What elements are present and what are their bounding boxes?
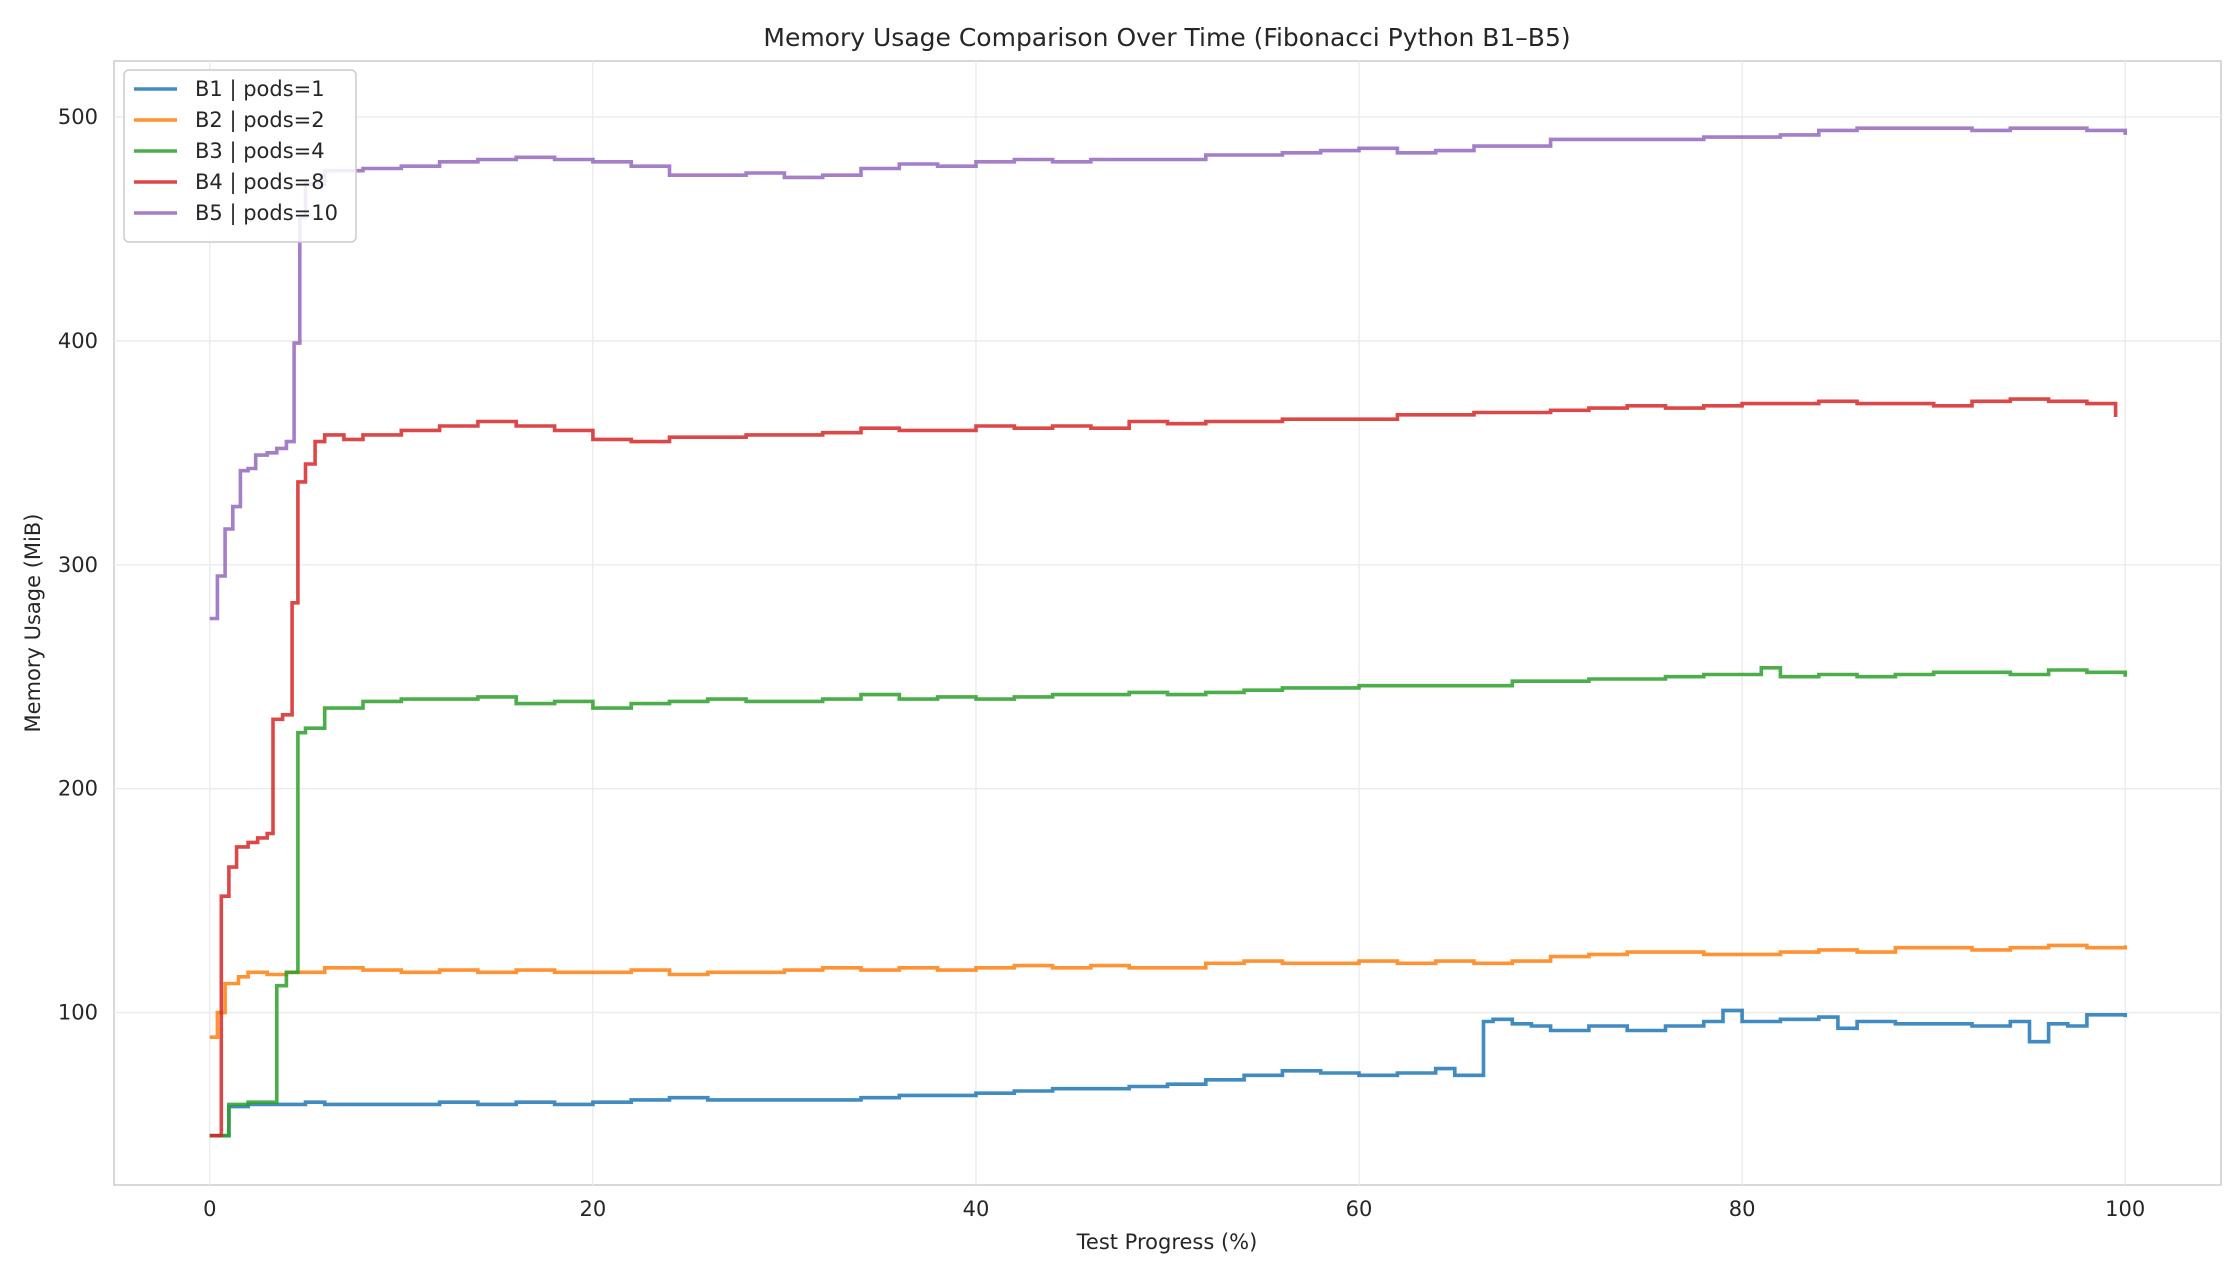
series-layer (209, 126, 2127, 1138)
y-axis-ticks: 100 200 300 400 500 (58, 105, 98, 1025)
x-axis-label: Test Progress (%) (1076, 1230, 1258, 1254)
series-line-b3 (209, 666, 2127, 1138)
x-tick-label: 100 (2105, 1197, 2145, 1221)
legend-box (123, 69, 357, 243)
legend-label-b1: B1 | pods=1 (195, 77, 325, 102)
legend-label-b5: B5 | pods=10 (195, 201, 338, 226)
y-tick-label: 100 (58, 1001, 98, 1025)
y-tick-label: 200 (58, 777, 98, 801)
y-tick-label: 500 (58, 105, 98, 129)
y-tick-label: 400 (58, 329, 98, 353)
grid (114, 61, 2221, 1185)
x-tick-label: 40 (963, 1197, 990, 1221)
legend-items: B1 | pods=1 B2 | pods=2 B3 | pods=4 B4 | po… (134, 77, 338, 226)
series-line-b5 (209, 126, 2127, 621)
legend: B1 | pods=1 B2 | pods=2 B3 | pods=4 B4 | po… (123, 69, 357, 243)
y-axis-label: Memory Usage (MiB) (21, 514, 45, 733)
series-line-b2 (209, 943, 2127, 1039)
x-tick-label: 20 (579, 1197, 606, 1221)
chart-title: Memory Usage Comparison Over Time (Fibon… (763, 23, 1570, 52)
x-tick-label: 60 (1346, 1197, 1373, 1221)
series-line-b1 (209, 1008, 2127, 1138)
x-tick-label: 0 (203, 1197, 216, 1221)
x-tick-label: 80 (1729, 1197, 1756, 1221)
legend-label-b2: B2 | pods=2 (195, 108, 325, 133)
series-line-b4 (209, 397, 2118, 1138)
y-tick-label: 300 (58, 553, 98, 577)
legend-label-b3: B3 | pods=4 (195, 139, 325, 164)
plot-area (113, 60, 2222, 1186)
legend-label-b4: B4 | pods=8 (195, 170, 325, 195)
x-axis-ticks: 0 20 40 60 80 100 (203, 1197, 2145, 1221)
